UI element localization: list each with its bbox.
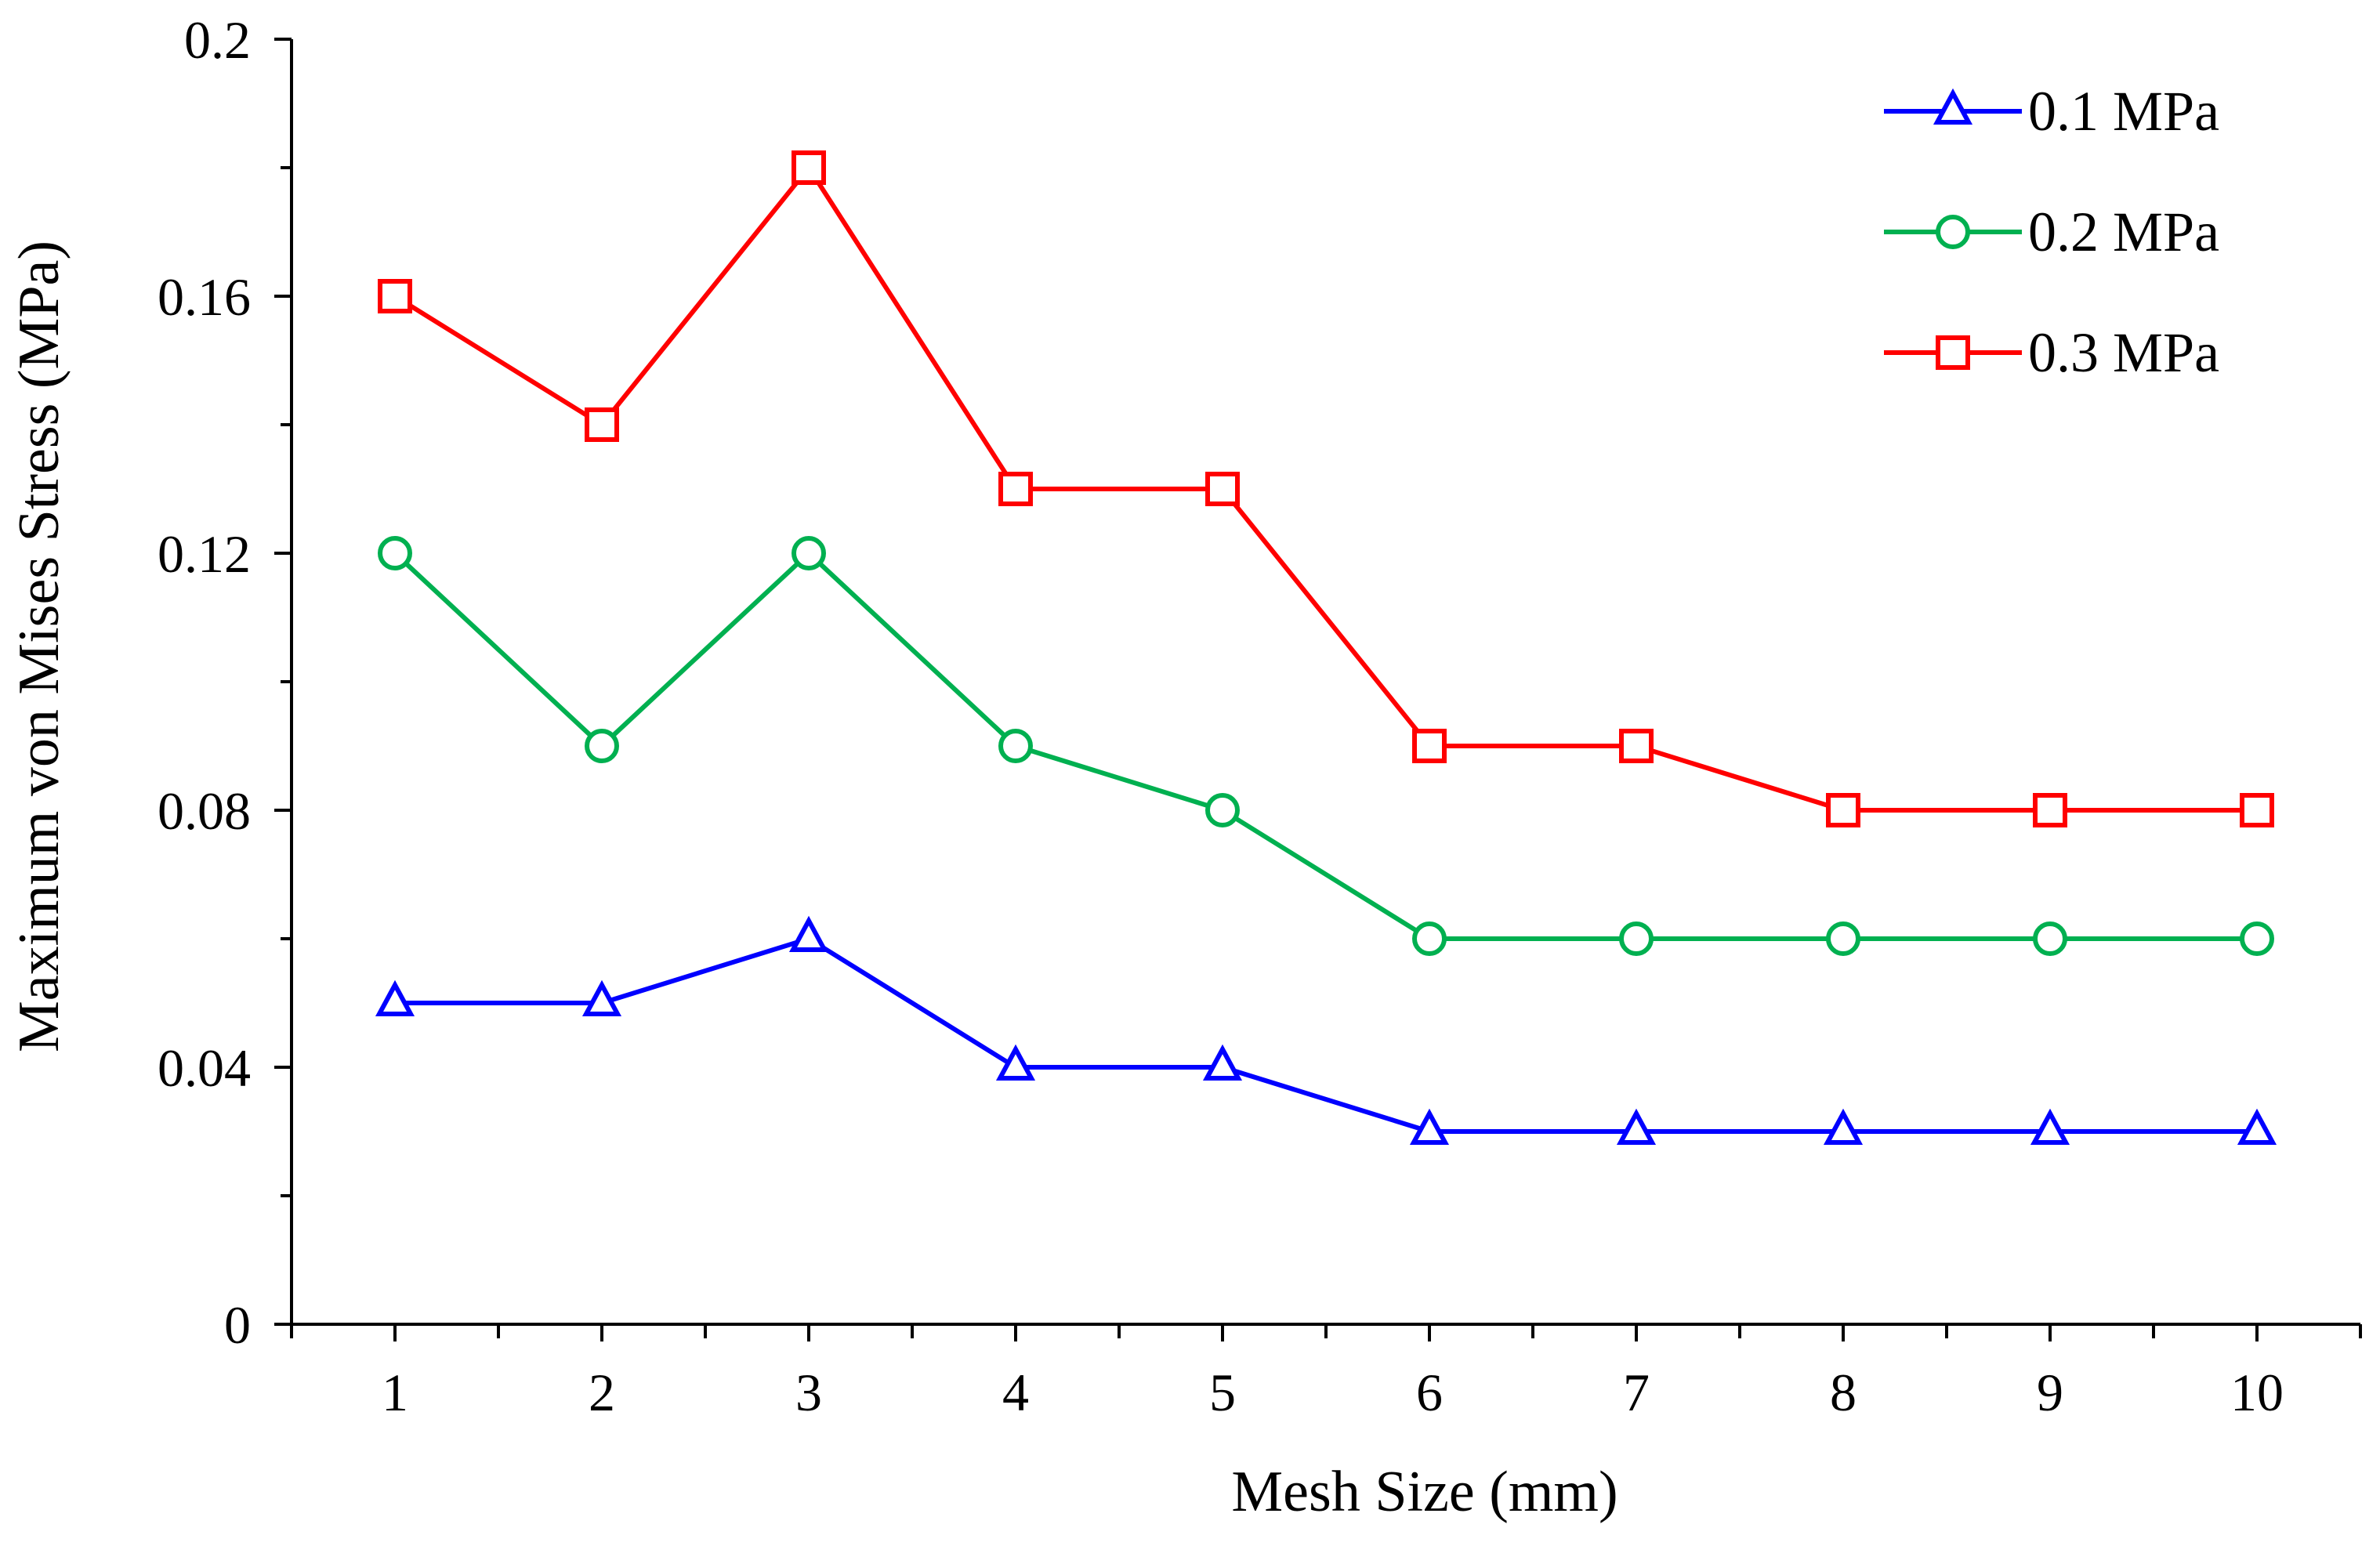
legend: 0.1 MPa 0.2 MPa 0.3 MPa: [1884, 80, 2219, 384]
x-axis-label: Mesh Size (mm): [1231, 1460, 1617, 1524]
y-axis-label: Maximum von Mises Stress (MPa): [7, 241, 71, 1052]
data-point: [792, 536, 826, 570]
x-tick-label: 1: [382, 1363, 408, 1422]
legend-marker: [1936, 335, 1970, 370]
x-tick-label: 10: [2230, 1363, 2284, 1422]
data-point: [792, 150, 826, 185]
data-point: [378, 536, 412, 570]
series-0-1-mpa: [375, 915, 2277, 1145]
series-line: [393, 165, 2257, 813]
y-tick-label: 0.16: [158, 267, 251, 327]
x-tick-label: 3: [795, 1363, 822, 1422]
y-tick-label: 0.04: [158, 1038, 251, 1098]
data-point: [2033, 793, 2067, 827]
data-point: [581, 979, 622, 1016]
x-tick-label: 9: [2037, 1363, 2063, 1422]
series-0-3-mpa: [378, 150, 2274, 827]
legend-label: 0.1 MPa: [2028, 80, 2219, 143]
data-point: [2240, 921, 2274, 956]
series-line: [393, 551, 2257, 941]
data-point: [1823, 1108, 1864, 1145]
data-point: [2237, 1108, 2277, 1145]
legend-item: 0.1 MPa: [1884, 80, 2219, 143]
axes: 0 0.04 0.08 0.12 0.16 0.2 1 2 3 4 5 6 7 8 9 10: [158, 10, 2362, 1422]
legend-item: 0.3 MPa: [1884, 321, 2219, 384]
data-point: [378, 279, 412, 313]
data-point: [1412, 921, 1447, 956]
x-tick-label: 6: [1416, 1363, 1443, 1422]
legend-label: 0.2 MPa: [2028, 201, 2219, 263]
data-point: [788, 915, 829, 952]
legend-marker: [1933, 88, 1973, 125]
data-point: [1619, 921, 1654, 956]
legend-label: 0.3 MPa: [2028, 321, 2219, 384]
y-tick-label: 0.2: [184, 10, 251, 70]
legend-marker: [1936, 215, 1970, 249]
data-point: [1202, 1044, 1243, 1081]
x-tick-label: 5: [1209, 1363, 1236, 1422]
data-point: [1205, 472, 1240, 506]
y-tick-label: 0.12: [158, 524, 251, 584]
x-tick-label: 8: [1830, 1363, 1857, 1422]
x-tick-label: 4: [1002, 1363, 1029, 1422]
x-tick-label: 7: [1623, 1363, 1650, 1422]
series-line: [395, 936, 2257, 1134]
data-point: [2240, 793, 2274, 827]
data-point: [375, 979, 415, 1016]
data-point: [1409, 1108, 1450, 1145]
data-point: [1205, 793, 1240, 827]
data-point: [585, 407, 619, 442]
data-point: [998, 729, 1033, 763]
data-point: [2030, 1108, 2070, 1145]
data-point: [995, 1044, 1036, 1081]
data-point: [998, 472, 1033, 506]
y-tick-label: 0.08: [158, 781, 251, 841]
legend-item: 0.2 MPa: [1884, 201, 2219, 263]
y-tick-label: 0: [224, 1295, 251, 1355]
data-point: [1826, 921, 1860, 956]
data-point: [2033, 921, 2067, 956]
data-point: [1826, 793, 1860, 827]
series-group: [375, 150, 2277, 1145]
data-point: [1412, 729, 1447, 763]
data-point: [585, 729, 619, 763]
data-point: [1619, 729, 1654, 763]
x-tick-label: 2: [589, 1363, 615, 1422]
data-point: [1616, 1108, 1657, 1145]
series-0-2-mpa: [378, 536, 2274, 956]
